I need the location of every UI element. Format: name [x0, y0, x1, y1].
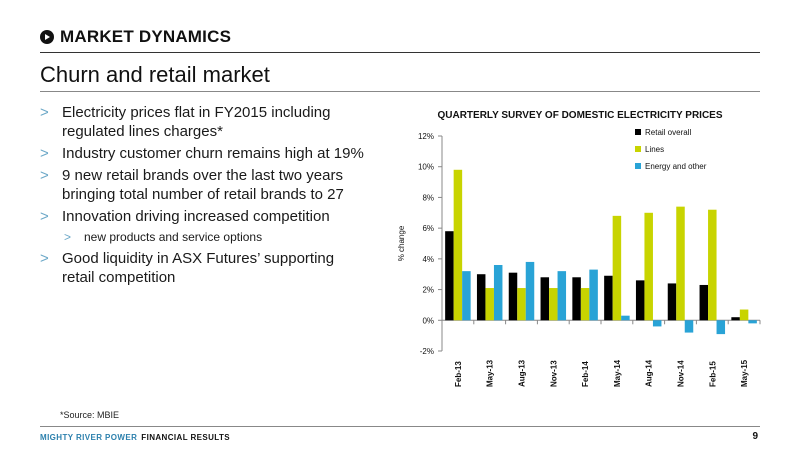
bar — [731, 317, 740, 321]
bar — [540, 277, 550, 321]
bar — [739, 309, 749, 321]
bullet-text: Industry customer churn remains high at … — [62, 145, 364, 162]
header-divider — [40, 52, 760, 53]
bar — [453, 169, 463, 321]
page-number: 9 — [752, 431, 758, 442]
bar — [485, 288, 494, 321]
footer-brand: MIGHTY RIVER POWER FINANCIAL RESULTS — [40, 433, 230, 442]
section-title: MARKET DYNAMICS — [60, 27, 232, 46]
bullet-marker: > — [40, 104, 49, 121]
bar — [493, 265, 503, 321]
bar — [652, 320, 662, 327]
y-tick-label: 6% — [422, 224, 434, 233]
bar — [716, 320, 726, 335]
bullet-item: > Good liquidity in ASX Futures’ supporti… — [40, 249, 370, 287]
legend-swatch — [635, 146, 641, 152]
bar — [508, 272, 518, 321]
bar — [580, 288, 590, 321]
bar — [699, 284, 709, 321]
bullet-text: Innovation driving increased competition — [62, 208, 330, 225]
bar — [572, 277, 581, 321]
bar — [708, 209, 717, 321]
bar — [684, 320, 694, 333]
footer-brand-name: MIGHTY RIVER POWER — [40, 433, 138, 442]
bar — [557, 271, 567, 321]
bar — [476, 274, 486, 321]
bar — [549, 288, 558, 321]
bullet-text: new products and service options — [84, 230, 263, 244]
bullet-item: > Electricity prices flat in FY2015 inclu… — [40, 103, 370, 141]
y-tick-label: 0% — [422, 316, 434, 325]
y-tick-label: 10% — [418, 163, 434, 172]
bar — [644, 212, 653, 321]
footer-subtitle: FINANCIAL RESULTS — [141, 433, 231, 442]
page-title: Churn and retail market — [40, 62, 270, 87]
y-tick-label: -2% — [420, 347, 434, 356]
y-tick-label: 8% — [422, 193, 434, 202]
footnote: *Source: MBIE — [60, 410, 120, 420]
bar — [604, 275, 613, 321]
bullet-list: > Electricity prices flat in FY2015 inclu… — [40, 103, 370, 290]
y-axis-label: % change — [397, 225, 406, 261]
x-tick-label: Feb-15 — [708, 361, 717, 387]
x-tick-label: May-14 — [613, 359, 622, 387]
chart-title: QUARTERLY SURVEY OF DOMESTIC ELECTRICITY… — [437, 110, 722, 121]
sub-bullet-item: > new products and service options — [40, 229, 370, 246]
bullet-item: >9 new retail brands over the last two y… — [40, 166, 370, 204]
legend-swatch — [635, 163, 641, 169]
y-tick-label: 4% — [422, 255, 434, 264]
bullet-text: 9 new retail brands over the last two ye… — [62, 167, 344, 203]
legend-swatch — [635, 129, 641, 135]
title-divider — [40, 91, 760, 92]
bullet-marker: > — [40, 167, 49, 184]
bullet-item: > Industry customer churn remains high at… — [40, 144, 370, 163]
y-tick-label: 2% — [422, 286, 434, 295]
x-tick-label: Aug-14 — [645, 359, 654, 387]
bullet-text: Good liquidity in ASX Futures’ supportin… — [62, 250, 335, 286]
legend-label: Energy and other — [645, 162, 707, 171]
bullet-marker: > — [64, 230, 72, 244]
bar — [525, 261, 535, 321]
x-tick-label: May-15 — [740, 359, 749, 387]
legend-label: Lines — [645, 145, 664, 154]
bullet-marker: > — [40, 145, 49, 162]
bar — [748, 320, 757, 324]
x-tick-label: Feb-14 — [581, 361, 590, 387]
bar — [635, 280, 645, 321]
bar — [462, 271, 471, 321]
bar — [445, 231, 454, 321]
bar — [612, 215, 622, 321]
section-header: MARKET DYNAMICS — [40, 27, 231, 47]
bar — [589, 269, 598, 321]
play-circle-icon — [40, 30, 54, 44]
x-tick-label: Nov-13 — [549, 360, 558, 387]
x-tick-label: Nov-14 — [677, 360, 686, 387]
bar — [667, 283, 677, 321]
bar — [676, 206, 685, 321]
bullet-marker: > — [40, 250, 49, 267]
bullet-marker: > — [40, 208, 49, 225]
x-tick-label: May-13 — [486, 359, 495, 387]
y-tick-label: 12% — [418, 132, 434, 141]
chart-container: QUARTERLY SURVEY OF DOMESTIC ELECTRICITY… — [390, 104, 770, 404]
bullet-item: > Innovation driving increased competitio… — [40, 207, 370, 226]
x-tick-label: Feb-13 — [454, 361, 463, 387]
x-tick-label: Aug-13 — [518, 359, 527, 387]
bar — [517, 288, 526, 321]
footer-divider — [40, 426, 760, 427]
bar-chart: QUARTERLY SURVEY OF DOMESTIC ELECTRICITY… — [397, 110, 761, 387]
bullet-text: Electricity prices flat in FY2015 includ… — [62, 104, 331, 140]
bar — [621, 315, 630, 321]
legend-label: Retail overall — [645, 128, 691, 137]
